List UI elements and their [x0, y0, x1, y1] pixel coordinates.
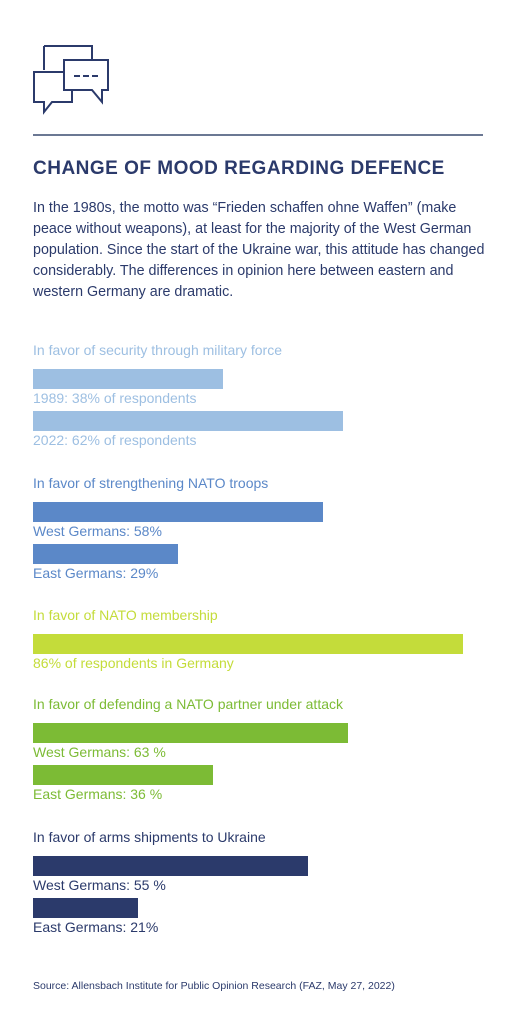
- chart-group: In favor of strengthening NATO troops Wes…: [33, 474, 485, 581]
- source-note: Source: Allensbach Institute for Public …: [33, 980, 395, 992]
- bar-label: East Germans: 36 %: [33, 786, 163, 802]
- chart-group: In favor of defending a NATO partner und…: [33, 695, 485, 802]
- group-title: In favor of arms shipments to Ukraine: [33, 829, 266, 845]
- bar-row: 86% of respondents in Germany: [33, 634, 485, 674]
- intro-paragraph: In the 1980s, the motto was “Frieden sch…: [33, 200, 485, 300]
- bar: [33, 544, 178, 564]
- speech-bubbles-icon: [33, 45, 109, 115]
- chart-group: In favor of arms shipments to Ukraine Wes…: [33, 828, 485, 935]
- bar-label: West Germans: 55 %: [33, 877, 166, 893]
- bar: [33, 898, 138, 918]
- bar-label: 86% of respondents in Germany: [33, 655, 234, 671]
- group-title: In favor of security through military fo…: [33, 342, 282, 358]
- bar-row: East Germans: 29%: [33, 544, 485, 584]
- bar-label: East Germans: 21%: [33, 919, 159, 935]
- bar: [33, 723, 348, 743]
- bar-row: West Germans: 63 %: [33, 723, 485, 763]
- bar-row: 2022: 62% of respondents: [33, 411, 485, 451]
- bar-row: East Germans: 21%: [33, 898, 485, 938]
- page-title: CHANGE OF MOOD REGARDING DEFENCE: [33, 158, 445, 179]
- bar: [33, 369, 223, 389]
- chart-group: In favor of security through military fo…: [33, 341, 485, 448]
- bar-row: West Germans: 55 %: [33, 856, 485, 896]
- group-title: In favor of NATO membership: [33, 607, 218, 623]
- bar-label: West Germans: 58%: [33, 523, 162, 539]
- bar: [33, 502, 323, 522]
- bar-label: 2022: 62% of respondents: [33, 432, 197, 448]
- group-title: In favor of strengthening NATO troops: [33, 475, 269, 491]
- bar: [33, 765, 213, 785]
- bar-label: West Germans: 63 %: [33, 744, 166, 760]
- bar-row: East Germans: 36 %: [33, 765, 485, 805]
- bar-row: 1989: 38% of respondents: [33, 369, 485, 409]
- header-divider: [33, 134, 483, 136]
- bar: [33, 411, 343, 431]
- bar-row: West Germans: 58%: [33, 502, 485, 542]
- bar: [33, 634, 463, 654]
- bar-label: 1989: 38% of respondents: [33, 390, 197, 406]
- chart-group: In favor of NATO membership 86% of respon…: [33, 606, 485, 671]
- bar-label: East Germans: 29%: [33, 565, 159, 581]
- bar: [33, 856, 308, 876]
- group-title: In favor of defending a NATO partner und…: [33, 696, 343, 712]
